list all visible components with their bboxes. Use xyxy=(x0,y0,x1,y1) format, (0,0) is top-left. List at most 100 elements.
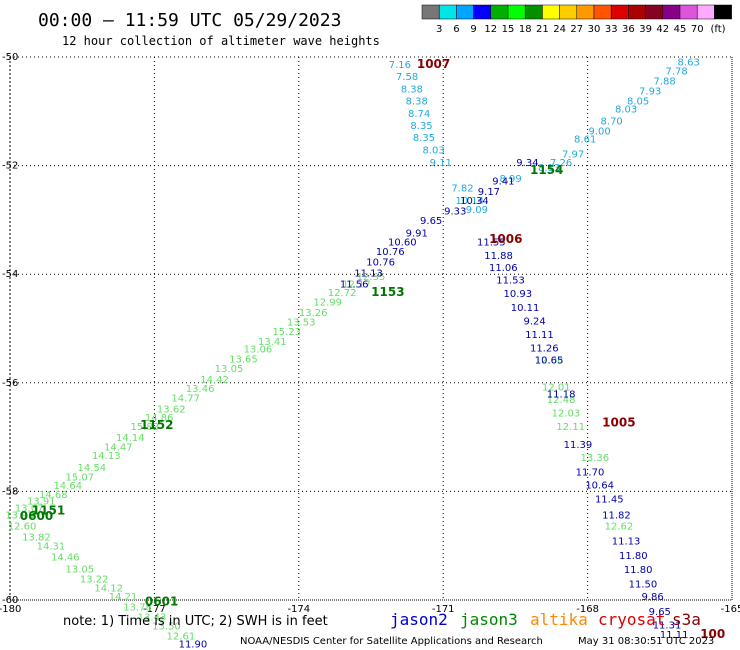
jason2-obs: 9.41 xyxy=(492,176,514,187)
legend-swatch xyxy=(473,4,492,20)
jason3-obs: 13.91 xyxy=(27,497,56,508)
jason2-obs: 11.88 xyxy=(484,251,513,262)
jason2-obs: 11.45 xyxy=(595,494,624,505)
jason2-obs: 11.70 xyxy=(576,467,605,478)
jason2-obs: 11.13 xyxy=(612,536,641,547)
jason2-obs: 9.34 xyxy=(516,158,538,169)
jason3-obs: 13.43 xyxy=(138,612,167,623)
jason3-obs: 13.26 xyxy=(299,308,328,319)
legend-swatch xyxy=(593,4,612,20)
jason3-obs: 12.61 xyxy=(167,631,196,642)
jason2-obs: 11.53 xyxy=(496,276,525,287)
altika-obs: 7.97 xyxy=(562,150,584,161)
jason3-obs: 13.93 xyxy=(5,511,34,522)
legend-swatch xyxy=(421,4,440,20)
jason3-obs: 14.86 xyxy=(145,413,174,424)
jason2-obs: 10.76 xyxy=(376,247,405,258)
legend-swatch xyxy=(507,4,526,20)
jason3-obs: 15.23 xyxy=(272,327,301,338)
jason2-obs: 10.60 xyxy=(388,238,417,249)
legend-unit: (ft) xyxy=(710,24,725,35)
altika-obs: 8.63 xyxy=(678,57,700,68)
jason2-obs: 11.55 xyxy=(477,238,506,249)
legend-label: 3 xyxy=(436,24,442,35)
legend-swatch xyxy=(645,4,664,20)
jason2-obs: 9.24 xyxy=(524,316,546,327)
legend-label: 12 xyxy=(484,24,497,35)
pass-label: 0601 xyxy=(145,595,178,609)
jason3-obs: 12.01 xyxy=(542,383,571,394)
legend-swatch xyxy=(714,4,732,20)
legend-label: 15 xyxy=(502,24,515,35)
jason2-obs: 11.80 xyxy=(624,565,653,576)
legend-swatch xyxy=(576,4,595,20)
altika-obs: 8.38 xyxy=(406,96,428,107)
jason3-obs: 15.07 xyxy=(65,473,94,484)
legend-label: 42 xyxy=(656,24,669,35)
jason3-obs: 14.21 xyxy=(109,592,138,603)
satellite-name-jason2: jason2 xyxy=(390,610,448,629)
altika-obs: 10.14 xyxy=(455,196,484,207)
x-tick-label: -168 xyxy=(576,604,599,615)
satellite-name-cryosat: cryosat xyxy=(598,610,665,629)
jason2-obs: 11.39 xyxy=(564,440,593,451)
altika-obs: 8.70 xyxy=(601,117,623,128)
pass-label: 100 xyxy=(700,627,725,641)
jason3-obs: 14.14 xyxy=(116,433,145,444)
legend-swatch xyxy=(696,4,715,20)
satellite-name-jason3: jason3 xyxy=(460,610,518,629)
jason2-obs: 10.93 xyxy=(503,289,532,300)
jason3-obs: 14.77 xyxy=(171,393,200,404)
altika-obs: 9.00 xyxy=(589,126,611,137)
jason2-obs: 11.31 xyxy=(653,620,682,631)
jason3-obs: 13.53 xyxy=(287,317,316,328)
jason3-obs: 13.36 xyxy=(580,453,609,464)
jason2-obs: 9.65 xyxy=(649,607,671,618)
legend-label: 39 xyxy=(639,24,652,35)
altika-obs: 7.78 xyxy=(666,67,688,78)
altika-obs: 7.82 xyxy=(451,183,473,194)
satellite-name-altika: altika xyxy=(530,610,588,629)
jason3-obs: 12.62 xyxy=(605,522,634,533)
pass-label: 1005 xyxy=(602,415,635,429)
legend-label: 9 xyxy=(470,24,476,35)
jason3-obs: 13.06 xyxy=(244,345,273,356)
jason3-obs: 12.17 xyxy=(342,279,371,290)
jason2-obs: 10.76 xyxy=(366,258,395,269)
altika-obs: 8.03 xyxy=(422,145,444,156)
altika-obs: 8.13 xyxy=(538,163,560,174)
jason3-obs: 12.11 xyxy=(556,422,585,433)
jason2-obs: 10.65 xyxy=(535,355,564,366)
altika-obs: 7.16 xyxy=(389,60,411,71)
altika-obs: 8.03 xyxy=(615,105,637,116)
altika-obs: 7.58 xyxy=(396,72,418,83)
legend-label: 6 xyxy=(453,24,459,35)
x-tick-label: -174 xyxy=(287,604,310,615)
altika-obs: 9.09 xyxy=(466,205,488,216)
jason2-obs: 10.64 xyxy=(585,480,614,491)
legend-swatch xyxy=(456,4,474,20)
legend-label: 21 xyxy=(536,24,549,35)
x-tick-label: -177 xyxy=(143,604,166,615)
altika-obs: 8.99 xyxy=(499,174,521,185)
jason3-obs: 14.42 xyxy=(200,375,229,386)
plot-area: -180-177-174-171-168-165-50-52-54-56-58-… xyxy=(0,52,740,650)
jason2-obs: 11.56 xyxy=(340,279,369,290)
jason3-obs: 12.72 xyxy=(328,288,357,299)
jason3-obs: 13.22 xyxy=(80,574,109,585)
legend-label: 36 xyxy=(622,24,635,35)
x-tick-label: -171 xyxy=(432,604,455,615)
pass-label: 1152 xyxy=(140,418,173,432)
legend-label: 70 xyxy=(691,24,704,35)
jason2-obs: 11.18 xyxy=(547,390,576,401)
pass-label: 1007 xyxy=(417,57,450,71)
jason3-obs: 12.08 xyxy=(535,355,564,366)
jason3-obs: 14.64 xyxy=(53,481,82,492)
altika-obs: 8.05 xyxy=(627,96,649,107)
chart-subtitle: 12 hour collection of altimeter wave hei… xyxy=(62,34,380,48)
jason3-obs: 13.46 xyxy=(186,384,215,395)
legend-swatch xyxy=(610,4,629,20)
jason2-obs: 11.80 xyxy=(619,551,648,562)
color-legend: 3 6 9 12 15 18 21 24 27 30 33 36 39 42 45 70 (ft) xyxy=(421,4,732,35)
jason2-obs: 10.11 xyxy=(511,303,540,314)
